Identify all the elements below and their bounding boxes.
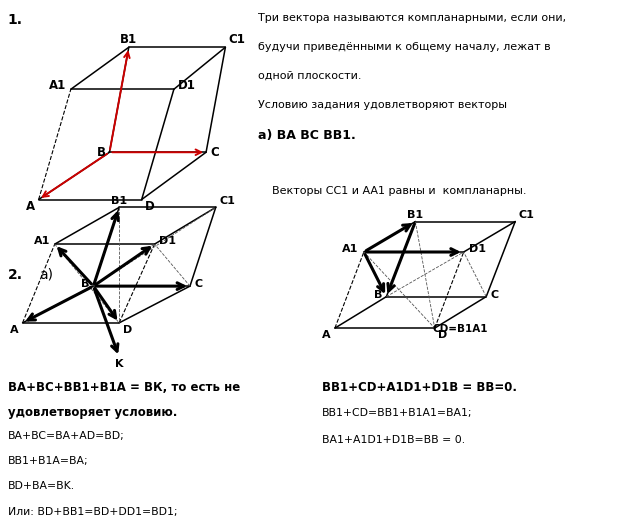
Text: D: D <box>439 330 448 340</box>
Text: Три вектора называются компланарными, если они,: Три вектора называются компланарными, ес… <box>258 13 565 23</box>
Text: ВА+ВС+ВВ1+В1А = ВК, то есть не: ВА+ВС+ВВ1+В1А = ВК, то есть не <box>8 381 240 394</box>
Text: B1: B1 <box>407 209 424 220</box>
Text: B: B <box>97 146 106 159</box>
Text: C: C <box>210 146 219 159</box>
Text: BB1+B1A=BA;: BB1+B1A=BA; <box>8 456 88 466</box>
Text: A: A <box>26 200 35 213</box>
Text: A1: A1 <box>33 236 50 246</box>
Text: Или: BD+BB1=BD+DD1=BD1;: Или: BD+BB1=BD+DD1=BD1; <box>8 507 177 517</box>
Text: 1.: 1. <box>8 13 23 27</box>
Text: 2.: 2. <box>8 268 23 282</box>
Text: BB1+CD=BB1+B1A1=BA1;: BB1+CD=BB1+B1A1=BA1; <box>322 408 473 418</box>
Text: BA+BC=BA+AD=BD;: BA+BC=BA+AD=BD; <box>8 431 124 441</box>
Text: удовлетворяет условию.: удовлетворяет условию. <box>8 406 177 419</box>
Text: а) BA BC BB1.: а) BA BC BB1. <box>258 129 355 142</box>
Text: D1: D1 <box>178 79 196 92</box>
Text: C: C <box>491 289 498 300</box>
Text: D: D <box>145 200 155 213</box>
Text: BA1+A1D1+D1B=BB = 0.: BA1+A1D1+D1B=BB = 0. <box>322 435 465 445</box>
Text: C1: C1 <box>220 195 235 206</box>
Text: одной плоскости.: одной плоскости. <box>258 71 361 81</box>
Text: A: A <box>10 324 19 335</box>
Text: Векторы CC1 и AA1 равны и  компланарны.: Векторы CC1 и AA1 равны и компланарны. <box>258 186 526 196</box>
Text: D1: D1 <box>469 244 486 254</box>
Text: K: K <box>115 359 124 369</box>
Text: CD=B1A1: CD=B1A1 <box>433 324 488 334</box>
Text: A1: A1 <box>50 79 66 92</box>
Text: B: B <box>374 289 383 300</box>
Text: C: C <box>194 279 202 289</box>
Text: C1: C1 <box>519 209 535 220</box>
Text: а): а) <box>39 268 53 282</box>
Text: D: D <box>123 324 132 335</box>
Text: C1: C1 <box>229 33 245 46</box>
Text: A1: A1 <box>341 244 358 254</box>
Text: B: B <box>80 279 90 289</box>
Text: A: A <box>322 330 331 340</box>
Text: B1: B1 <box>111 195 128 206</box>
Text: D1: D1 <box>159 236 176 246</box>
Text: B1: B1 <box>120 33 137 46</box>
Text: будучи приведёнными к общему началу, лежат в: будучи приведёнными к общему началу, леж… <box>258 42 550 52</box>
Text: Условию задания удовлетворяют векторы: Условию задания удовлетворяют векторы <box>258 100 507 110</box>
Text: BB1+CD+A1D1+D1B = BB=0.: BB1+CD+A1D1+D1B = BB=0. <box>322 381 517 394</box>
Text: BD+BA=BK.: BD+BA=BK. <box>8 481 75 491</box>
